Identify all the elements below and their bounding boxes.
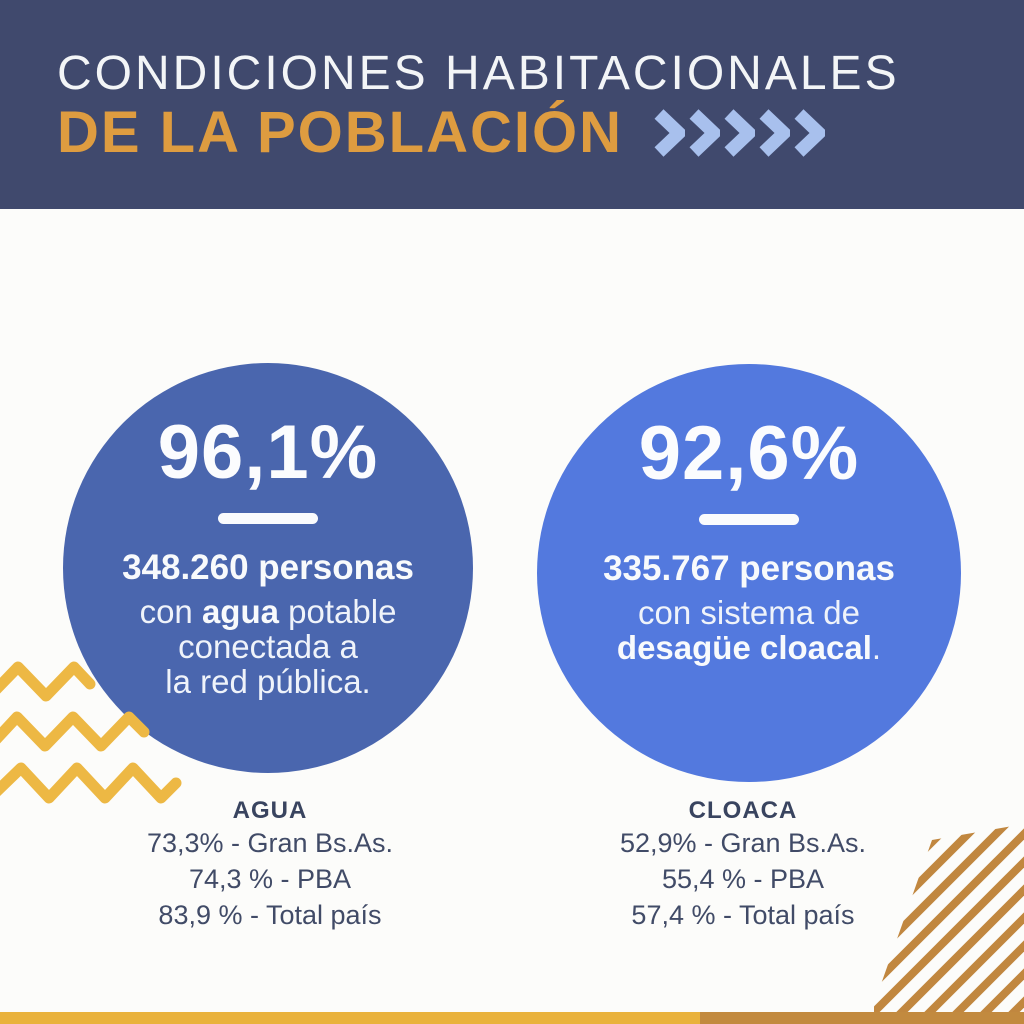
water-percentage: 96,1% <box>157 410 379 495</box>
sewer-stats-title: CLOACA <box>688 797 798 824</box>
sewer-description-line2: desagüe cloacal. <box>537 630 961 665</box>
zigzag-decoration-icon <box>0 661 182 804</box>
chevron-group <box>653 109 825 157</box>
chevron-right-icon <box>794 109 825 157</box>
water-description-line2: conectada a <box>178 627 358 665</box>
sewer-stat-circle: 92,6% 335.767 personas con sistema de de… <box>537 364 961 782</box>
water-description-line3: la red pública. <box>165 662 371 700</box>
stat-row: 57,4 % - Total país <box>631 900 855 930</box>
water-persons-count: 348.260 personas <box>122 548 414 587</box>
text-segment-bold: desagüe cloacal <box>616 628 872 666</box>
page-title-line2: DE LA POBLACIÓN <box>57 100 623 165</box>
water-stats-title: AGUA <box>232 797 308 824</box>
bottom-bar-gold <box>0 1012 700 1024</box>
divider-line <box>699 514 799 525</box>
stat-row: 52,9% - Gran Bs.As. <box>619 828 867 858</box>
bottom-bar-tan <box>700 1012 1024 1024</box>
stat-row: 73,3% - Gran Bs.As. <box>146 828 394 858</box>
text-segment: potable <box>278 592 397 630</box>
text-segment-bold: agua <box>201 592 279 630</box>
stat-row: 55,4 % - PBA <box>661 864 825 894</box>
sewer-description: con sistema de desagüe cloacal. <box>537 595 961 665</box>
water-description: con agua potable conectada a la red públ… <box>63 594 473 699</box>
sewer-percentage: 92,6% <box>638 411 860 496</box>
sewer-description-line1: con sistema de <box>638 593 860 631</box>
sewer-persons-count: 335.767 personas <box>603 549 895 588</box>
divider-line <box>218 513 318 524</box>
water-description-line1: con agua potable <box>63 594 473 629</box>
diagonal-stripes-decoration-icon <box>874 824 1024 1012</box>
page-title-row2: DE LA POBLACIÓN <box>57 104 825 162</box>
header-banner: CONDICIONES HABITACIONALES DE LA POBLACI… <box>0 0 1024 209</box>
sewer-comparison-stats: CLOACA 52,9% - Gran Bs.As. 55,4 % - PBA … <box>543 797 943 933</box>
text-segment: . <box>871 628 882 666</box>
water-comparison-stats: AGUA 73,3% - Gran Bs.As. 74,3 % - PBA 83… <box>70 797 470 933</box>
stat-row: 83,9 % - Total país <box>158 900 382 930</box>
chevron-right-icon <box>759 109 790 157</box>
stat-row: 74,3 % - PBA <box>188 864 352 894</box>
chevron-right-icon <box>724 109 755 157</box>
page-title-line1: CONDICIONES HABITACIONALES <box>57 47 900 100</box>
chevron-right-icon <box>689 109 720 157</box>
text-segment: con <box>139 592 202 630</box>
chevron-right-icon <box>654 109 685 157</box>
water-stat-circle: 96,1% 348.260 personas con agua potable … <box>63 363 473 773</box>
